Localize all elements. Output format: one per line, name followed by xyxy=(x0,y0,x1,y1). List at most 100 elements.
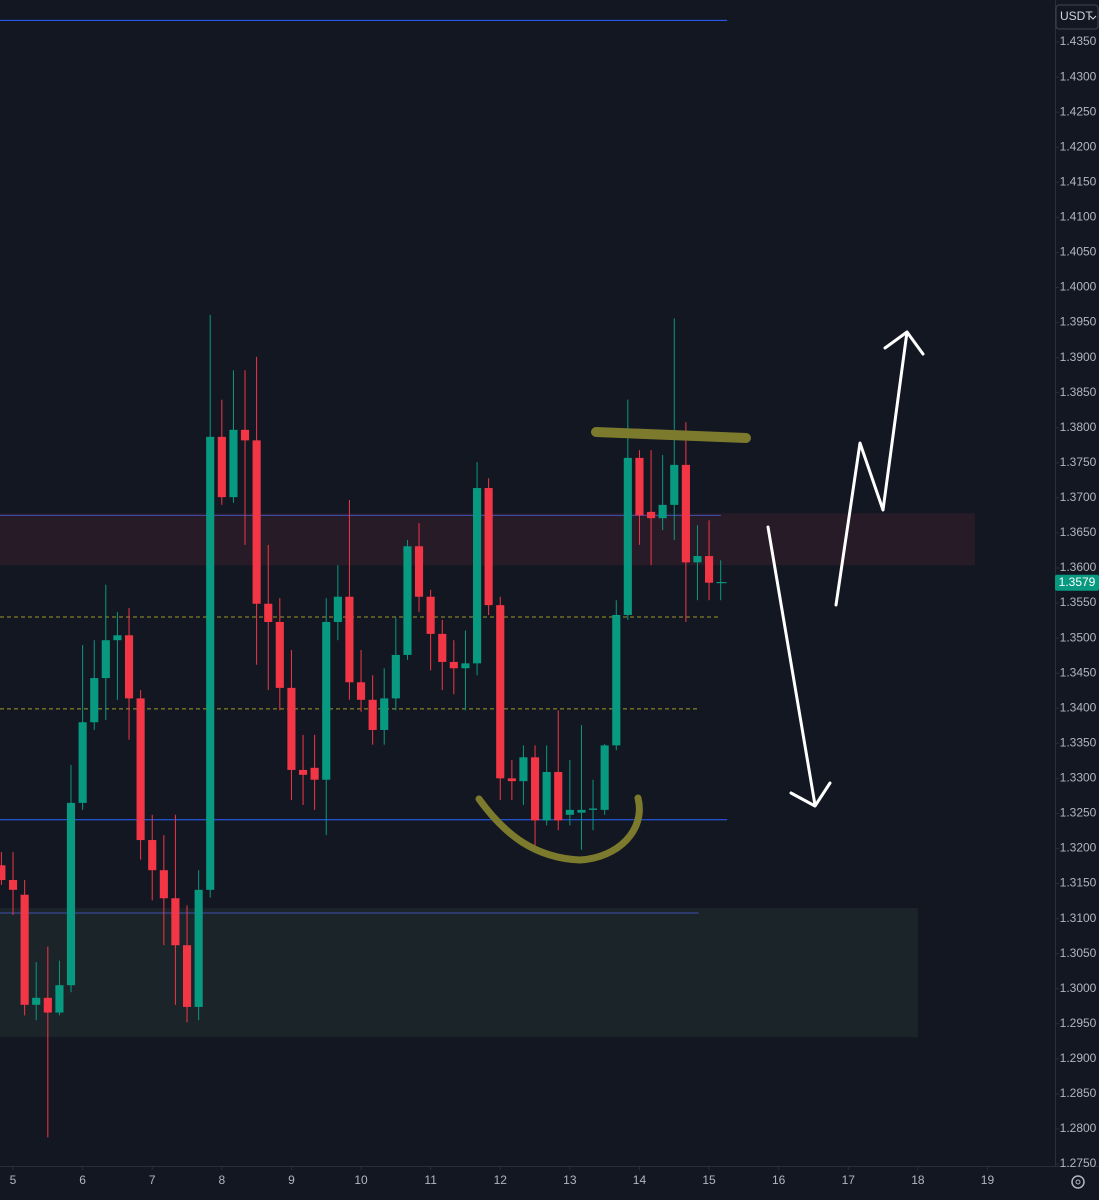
y-tick-label: 1.2850 xyxy=(1060,1086,1097,1100)
x-tick-label: 13 xyxy=(563,1173,577,1187)
candles xyxy=(0,314,725,1138)
candle-body xyxy=(194,889,203,1007)
settings-button[interactable] xyxy=(1071,1175,1085,1189)
down-arrow xyxy=(766,525,832,808)
candle-body xyxy=(229,429,238,498)
y-tick-label: 1.3400 xyxy=(1060,700,1097,714)
zone xyxy=(0,908,918,1038)
candle-body xyxy=(322,621,331,780)
candle-body xyxy=(287,687,296,770)
y-tick-label: 1.3750 xyxy=(1060,455,1097,469)
candle-body xyxy=(670,464,679,505)
y-tick-label: 1.3000 xyxy=(1060,981,1097,995)
candle-body xyxy=(206,436,215,890)
candle-body xyxy=(658,504,667,519)
candle-body xyxy=(124,635,134,699)
candle-body xyxy=(681,464,690,563)
candle-body xyxy=(333,596,342,622)
candle-body xyxy=(449,661,458,669)
x-tick-label: 15 xyxy=(702,1173,716,1187)
candle-body xyxy=(473,488,482,664)
candle-body xyxy=(484,488,493,606)
candle-body xyxy=(240,429,250,441)
currency-button[interactable]: USDT xyxy=(1055,4,1099,30)
y-tick-label: 1.3150 xyxy=(1060,876,1097,890)
levels xyxy=(0,19,728,914)
y-tick-label: 1.3500 xyxy=(1060,630,1097,644)
y-tick-label: 1.4000 xyxy=(1060,280,1097,294)
y-tick-label: 1.3800 xyxy=(1060,420,1097,434)
candle-body xyxy=(55,985,64,1013)
x-tick-label: 5 xyxy=(10,1173,17,1187)
y-tick-label: 1.3950 xyxy=(1060,315,1097,329)
x-tick-label: 9 xyxy=(288,1173,295,1187)
candle-body xyxy=(588,808,598,810)
candle-body xyxy=(275,621,284,688)
candle-body xyxy=(577,809,586,813)
candle-body xyxy=(78,722,87,803)
candle-body xyxy=(704,556,714,583)
last-price-box xyxy=(1055,574,1099,591)
candle-body xyxy=(217,436,226,498)
y-tick-label: 1.2800 xyxy=(1060,1121,1097,1135)
last-price-label: 1.3579 xyxy=(1059,575,1096,589)
y-tick-label: 1.3700 xyxy=(1060,490,1097,504)
candle-body xyxy=(8,880,18,890)
candle-body xyxy=(612,614,621,746)
chevron-icon xyxy=(1089,15,1097,20)
candle-body xyxy=(426,596,435,634)
candle-body xyxy=(647,511,656,519)
candle-body xyxy=(565,809,574,815)
x-axis: 5 6 7 8 9 10 11 12 13 14 15 16 17 18 19 xyxy=(10,1166,994,1187)
y-tick-label: 1.3550 xyxy=(1060,595,1097,609)
candle-body xyxy=(693,556,702,563)
candle-body xyxy=(380,698,389,730)
candle-body xyxy=(530,757,540,821)
x-tick-label: 17 xyxy=(842,1173,856,1187)
y-tick-label: 1.3600 xyxy=(1060,560,1097,574)
y-tick-label: 1.4250 xyxy=(1060,104,1097,118)
candle-body xyxy=(20,894,29,1005)
y-tick-label: 1.3350 xyxy=(1060,735,1097,749)
candle-body xyxy=(159,870,168,899)
x-tick-label: 10 xyxy=(354,1173,368,1187)
candle-body xyxy=(554,772,563,821)
x-tick-label: 6 xyxy=(79,1173,86,1187)
y-tick-label: 1.3200 xyxy=(1060,841,1097,855)
candle-body xyxy=(507,778,516,782)
resistance-marker xyxy=(591,427,751,443)
candle-body xyxy=(461,663,470,669)
y-tick-label: 1.4300 xyxy=(1060,69,1097,83)
x-tick-label: 8 xyxy=(218,1173,225,1187)
rounded-bottom-marker xyxy=(475,794,643,864)
y-tick-label: 1.3050 xyxy=(1060,946,1097,960)
y-tick-label: 1.4050 xyxy=(1060,245,1097,259)
candle-body xyxy=(403,546,412,655)
candle-body xyxy=(148,840,157,871)
candle-body xyxy=(635,457,644,516)
candle-body xyxy=(298,769,308,775)
candle-body xyxy=(90,678,99,723)
candle-body xyxy=(101,640,110,679)
up-arrow xyxy=(834,330,925,607)
candle-body xyxy=(391,654,400,699)
candle-body xyxy=(136,698,145,841)
currency-label[interactable]: USDT xyxy=(1060,9,1093,23)
candle-body xyxy=(345,596,354,683)
y-tick-label: 1.3850 xyxy=(1060,385,1097,399)
candle-body xyxy=(32,997,41,1005)
currency-box[interactable] xyxy=(1055,4,1099,30)
x-tick-label: 18 xyxy=(911,1173,925,1187)
y-tick-label: 1.2750 xyxy=(1060,1156,1097,1170)
candle-body xyxy=(600,745,609,810)
candle-body xyxy=(310,767,319,780)
x-tick-label: 14 xyxy=(633,1173,647,1187)
candle-body xyxy=(43,997,52,1013)
candle-body xyxy=(542,772,551,821)
annotations xyxy=(475,330,925,864)
settings-icon[interactable] xyxy=(1071,1175,1085,1189)
candle-body xyxy=(0,865,6,881)
candle-body xyxy=(171,898,180,946)
